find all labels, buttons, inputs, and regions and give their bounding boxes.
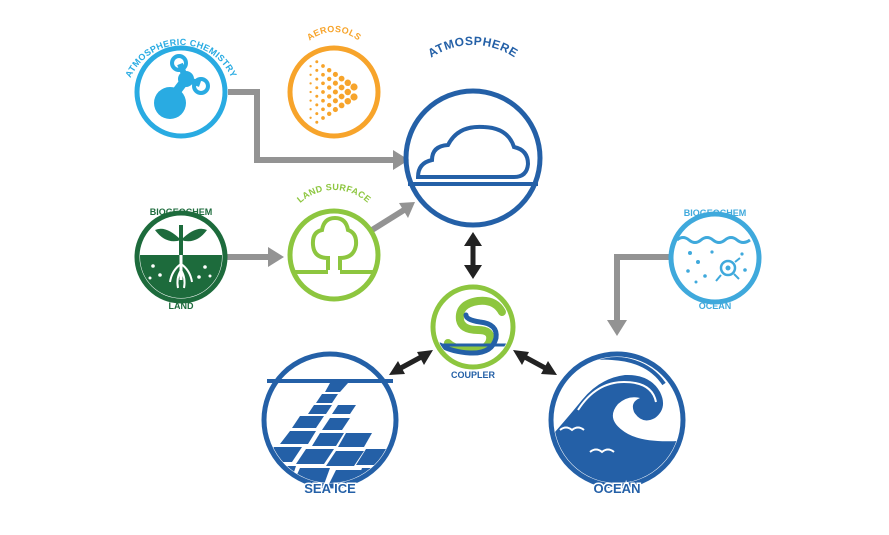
coupler-arrow-sea-ice <box>389 350 433 375</box>
node-land-surface: LAND SURFACE <box>287 182 381 302</box>
feed-arrow-atm-chem-aerosols <box>228 89 409 170</box>
sea-ice-label: SEA ICE <box>304 481 356 496</box>
coupler-swirl-icon <box>436 296 510 356</box>
biogeochem-land-bottom-label: LAND <box>169 301 194 311</box>
node-atmosphere: ATMOSPHERE <box>403 34 543 228</box>
node-biogeochem-ocean: BIOGEOCHEM OCEAN <box>668 208 762 311</box>
ocean-label: OCEAN <box>594 481 641 496</box>
plankton-icon <box>676 236 751 284</box>
aerosols-label: AEROSOLS <box>305 24 363 43</box>
feed-arrow-biogeo-land <box>226 247 284 267</box>
land-surface-label: LAND SURFACE <box>295 182 373 205</box>
biogeochem-ocean-top-label: BIOGEOCHEM <box>684 208 747 218</box>
feed-arrow-biogeo-ocean <box>607 254 670 336</box>
coupler-arrow-atmosphere <box>464 232 482 279</box>
node-atmospheric-chemistry: ATMOSPHERIC CHEMISTRY <box>123 37 238 139</box>
coupler-arrow-ocean <box>513 350 557 375</box>
biogeochem-land-top-label: BIOGEOCHEM <box>150 207 213 217</box>
node-sea-ice: SEA ICE <box>261 351 399 498</box>
tree-icon <box>292 215 376 274</box>
biogeochem-ocean-bottom-label: OCEAN <box>699 301 732 311</box>
feed-arrow-land-surface <box>370 202 415 233</box>
ice-floes-icon <box>267 383 393 483</box>
node-aerosols: AEROSOLS <box>287 24 381 139</box>
node-biogeochem-land: BIOGEOCHEM LAND <box>134 207 228 311</box>
spray-icon <box>309 60 358 124</box>
coupler-label: COUPLER <box>451 370 496 380</box>
plant-roots-icon <box>148 225 212 289</box>
atmosphere-label: ATMOSPHERE <box>425 34 520 60</box>
node-ocean: OCEAN <box>548 351 686 498</box>
cloud-icon <box>415 124 531 179</box>
node-coupler: COUPLER <box>430 284 516 380</box>
molecule-icon <box>154 54 210 119</box>
